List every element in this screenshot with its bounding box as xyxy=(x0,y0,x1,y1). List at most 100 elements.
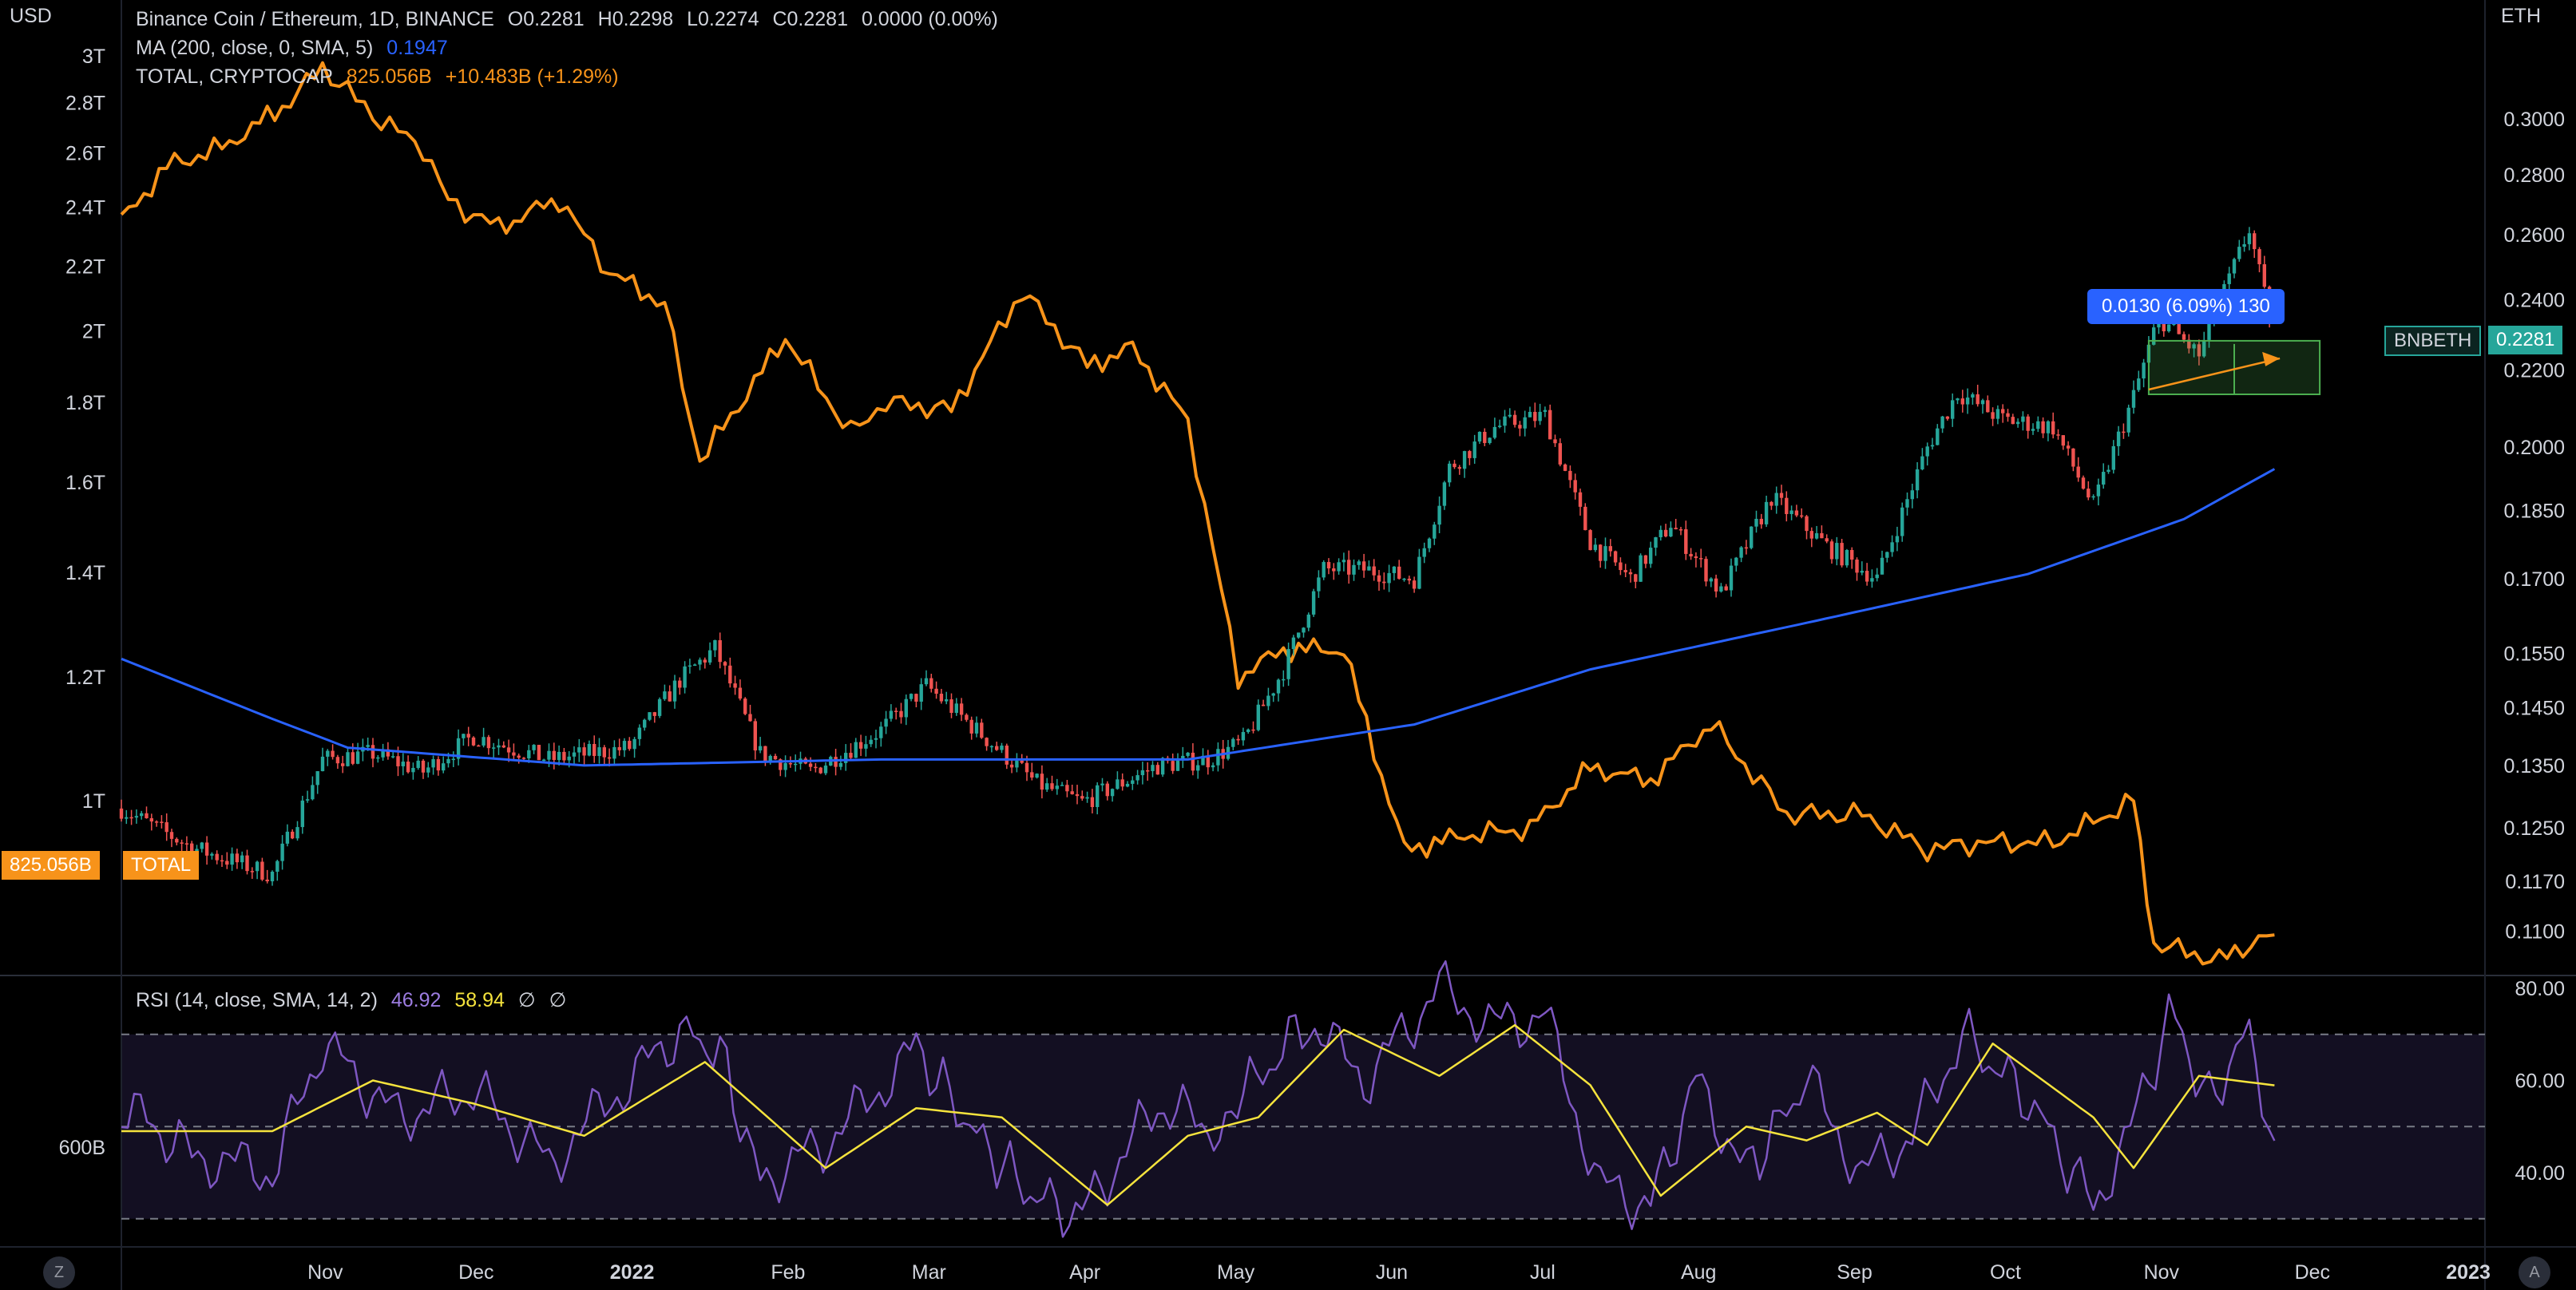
candle-body xyxy=(1367,566,1371,571)
candle-body xyxy=(381,749,385,758)
candle-body xyxy=(1820,532,1824,539)
candle-body xyxy=(1829,541,1834,560)
symbol-title[interactable]: Binance Coin / Ethereum, 1D, BINANCE xyxy=(136,8,494,30)
candle-body xyxy=(331,750,335,758)
candle-body xyxy=(1181,755,1185,761)
candle-body xyxy=(1125,783,1130,787)
candle-body xyxy=(1261,704,1266,706)
candle-body xyxy=(1433,524,1437,539)
measure-diagonal xyxy=(2148,357,2281,391)
candle-body xyxy=(2076,466,2080,478)
candle-body xyxy=(2106,469,2110,473)
candle-body xyxy=(1684,529,1688,554)
candle-body xyxy=(1890,542,1894,552)
candle-body xyxy=(2056,434,2060,436)
candle-body xyxy=(426,767,430,773)
measure-label[interactable]: 0.0130 (6.09%) 130 xyxy=(2087,289,2285,324)
candle-body xyxy=(718,639,722,663)
candle-body xyxy=(506,747,511,753)
candle-body xyxy=(2011,417,2015,425)
right-axis-tick: 0.2200 xyxy=(2504,360,2565,382)
candle-body xyxy=(175,838,179,843)
candle-body xyxy=(1462,451,1467,469)
candle-body xyxy=(1337,562,1341,572)
candle-body xyxy=(628,741,632,750)
left-axis-tick: 3T xyxy=(82,46,105,68)
candle-body xyxy=(1246,729,1250,733)
candle-body xyxy=(517,755,521,758)
candle-body xyxy=(1553,439,1557,444)
candle-body xyxy=(1085,797,1089,799)
candle-body xyxy=(2046,421,2051,433)
candle-body xyxy=(446,758,450,764)
time-axis-tick: Mar xyxy=(912,1261,946,1284)
time-axis-tick: Dec xyxy=(458,1261,493,1284)
candle-body xyxy=(980,722,984,738)
candle-body xyxy=(1678,528,1683,531)
candle-body xyxy=(1578,492,1583,507)
rsi-label[interactable]: RSI (14, close, SMA, 14, 2) xyxy=(136,989,378,1011)
candle-body xyxy=(2081,477,2086,489)
candle-body xyxy=(1543,410,1548,412)
candle-body xyxy=(1936,428,1940,445)
candle-body xyxy=(884,718,888,727)
candle-body xyxy=(200,842,204,849)
candle-body xyxy=(1643,555,1648,564)
candle-body xyxy=(1075,793,1080,797)
candle-body xyxy=(169,832,174,839)
candle-body xyxy=(1523,417,1527,429)
candle-body xyxy=(713,639,717,651)
candle-body xyxy=(1986,400,1990,413)
total-label[interactable]: TOTAL, CRYPTOCAP xyxy=(136,65,333,88)
candle-body xyxy=(1216,749,1220,766)
candle-body xyxy=(527,750,531,758)
candle-body xyxy=(1663,529,1668,537)
left-axis-tick: 2T xyxy=(82,320,105,342)
candle-body xyxy=(501,745,505,748)
candle-body xyxy=(773,755,778,760)
candle-body xyxy=(989,746,994,748)
candle-body xyxy=(1437,505,1441,525)
time-axis-tick: May xyxy=(1217,1261,1255,1284)
candle-body xyxy=(1709,578,1713,582)
candle-body xyxy=(1322,562,1326,578)
candle-body xyxy=(280,843,284,861)
ohlc-high: H0.2298 xyxy=(597,8,674,30)
candle-body xyxy=(838,762,843,767)
candle-body xyxy=(1800,515,1804,517)
candle-body xyxy=(889,710,894,719)
candle-body xyxy=(969,719,973,734)
candle-body xyxy=(657,698,662,716)
right-axis-tick: 0.2800 xyxy=(2504,164,2565,187)
zoom-reset-button[interactable]: Z xyxy=(43,1256,75,1288)
candle-body xyxy=(1528,411,1532,417)
candle-body xyxy=(275,861,279,873)
candle-body xyxy=(411,767,415,773)
candle-body xyxy=(295,827,299,839)
candle-body xyxy=(2031,429,2035,431)
candle-body xyxy=(929,678,933,689)
candle-body xyxy=(1785,497,1789,514)
candle-body xyxy=(763,746,767,762)
candle-body xyxy=(391,756,395,758)
candle-body xyxy=(1256,704,1260,730)
candle-body xyxy=(985,738,989,746)
candle-body xyxy=(1000,746,1004,750)
candle-body xyxy=(2096,485,2101,497)
ma-label[interactable]: MA (200, close, 0, SMA, 5) xyxy=(136,37,374,59)
left-axis-tick: 2.6T xyxy=(65,143,105,165)
candle-body xyxy=(1764,501,1769,524)
candle-body xyxy=(1196,765,1200,771)
candle-body xyxy=(2182,334,2186,340)
candle-body xyxy=(1291,637,1296,650)
candle-body xyxy=(1110,789,1115,797)
candle-body xyxy=(1639,555,1643,582)
candle-body xyxy=(2227,273,2231,284)
auto-scale-button[interactable]: A xyxy=(2519,1256,2550,1288)
candle-body xyxy=(1120,779,1124,787)
candle-body xyxy=(1266,695,1270,706)
candle-body xyxy=(315,771,319,785)
candle-body xyxy=(1342,560,1346,563)
main-legend: Binance Coin / Ethereum, 1D, BINANCE O0.… xyxy=(136,8,1006,31)
